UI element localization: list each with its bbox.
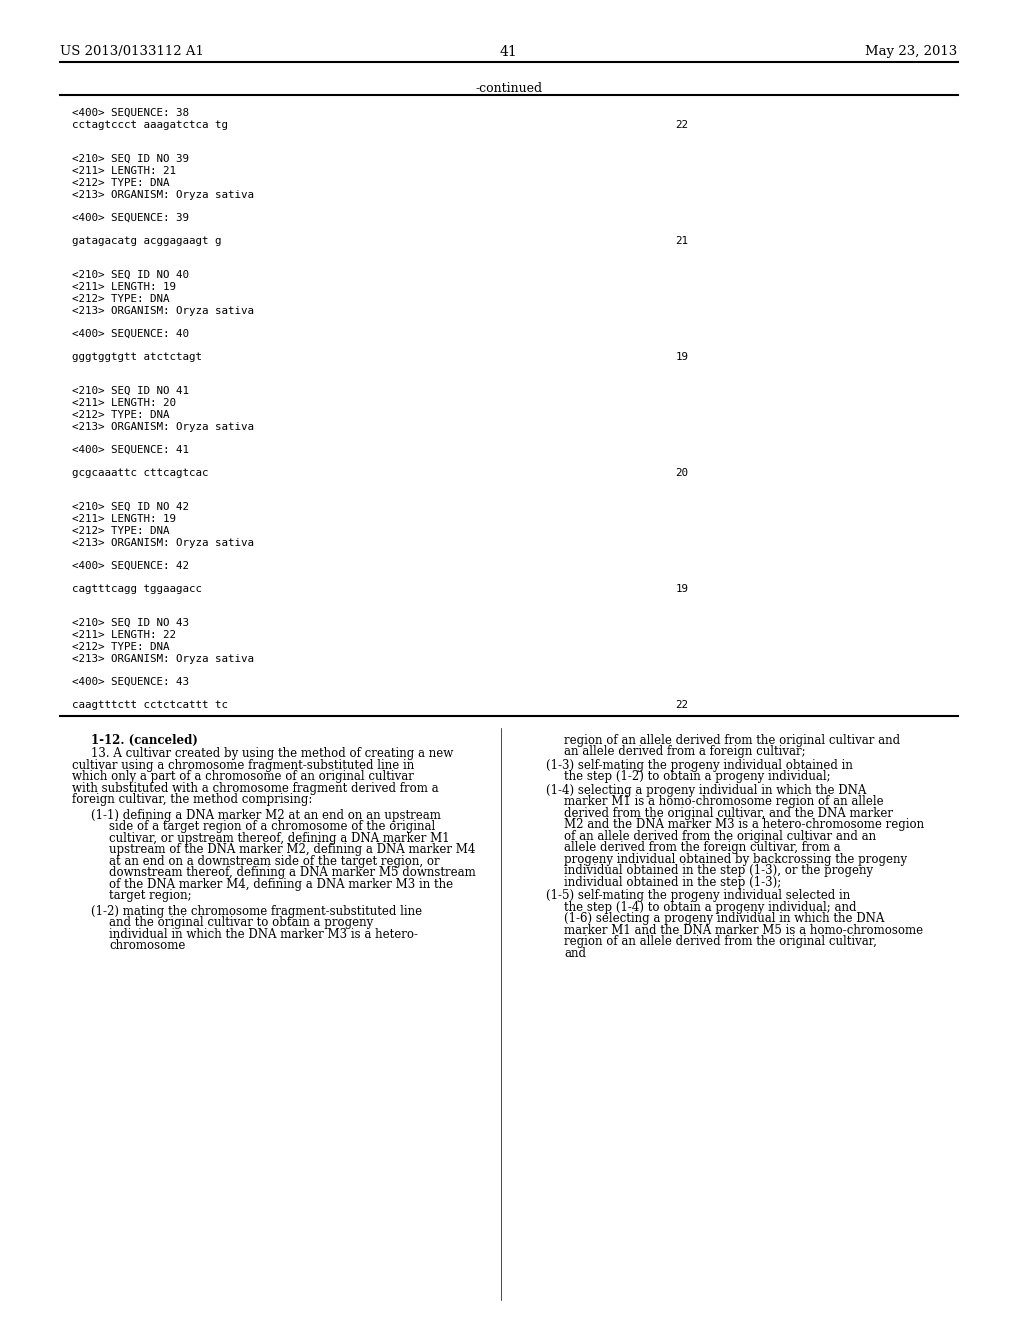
Text: -continued: -continued	[475, 82, 542, 95]
Text: (1-6) selecting a progeny individual in which the DNA: (1-6) selecting a progeny individual in …	[564, 912, 885, 925]
Text: <400> SEQUENCE: 42: <400> SEQUENCE: 42	[72, 561, 188, 572]
Text: <212> TYPE: DNA: <212> TYPE: DNA	[72, 642, 169, 652]
Text: <210> SEQ ID NO 39: <210> SEQ ID NO 39	[72, 154, 188, 164]
Text: and the original cultivar to obtain a progeny: and the original cultivar to obtain a pr…	[110, 916, 374, 929]
Text: <211> LENGTH: 21: <211> LENGTH: 21	[72, 166, 175, 176]
Text: foreign cultivar, the method comprising:: foreign cultivar, the method comprising:	[72, 793, 312, 807]
Text: cultivar using a chromosome fragment-substituted line in: cultivar using a chromosome fragment-sub…	[72, 759, 414, 772]
Text: with substituted with a chromosome fragment derived from a: with substituted with a chromosome fragm…	[72, 781, 438, 795]
Text: 22: 22	[676, 700, 688, 710]
Text: <210> SEQ ID NO 43: <210> SEQ ID NO 43	[72, 618, 188, 628]
Text: gatagacatg acggagaagt g: gatagacatg acggagaagt g	[72, 236, 221, 246]
Text: 22: 22	[676, 120, 688, 129]
Text: <211> LENGTH: 19: <211> LENGTH: 19	[72, 513, 175, 524]
Text: (1-3) self-mating the progeny individual obtained in: (1-3) self-mating the progeny individual…	[547, 759, 853, 772]
Text: (1-2) mating the chromosome fragment-substituted line: (1-2) mating the chromosome fragment-sub…	[91, 904, 423, 917]
Text: <213> ORGANISM: Oryza sativa: <213> ORGANISM: Oryza sativa	[72, 422, 254, 432]
Text: allele derived from the foreign cultivar, from a: allele derived from the foreign cultivar…	[564, 841, 841, 854]
Text: <213> ORGANISM: Oryza sativa: <213> ORGANISM: Oryza sativa	[72, 653, 254, 664]
Text: <210> SEQ ID NO 40: <210> SEQ ID NO 40	[72, 271, 188, 280]
Text: <400> SEQUENCE: 39: <400> SEQUENCE: 39	[72, 213, 188, 223]
Text: <210> SEQ ID NO 41: <210> SEQ ID NO 41	[72, 385, 188, 396]
Text: <210> SEQ ID NO 42: <210> SEQ ID NO 42	[72, 502, 188, 512]
Text: side of a target region of a chromosome of the original: side of a target region of a chromosome …	[110, 820, 435, 833]
Text: 41: 41	[500, 45, 517, 59]
Text: upstream of the DNA marker M2, defining a DNA marker M4: upstream of the DNA marker M2, defining …	[110, 843, 476, 857]
Text: (1-1) defining a DNA marker M2 at an end on an upstream: (1-1) defining a DNA marker M2 at an end…	[91, 809, 441, 822]
Text: cagtttcagg tggaagacc: cagtttcagg tggaagacc	[72, 583, 202, 594]
Text: 13. A cultivar created by using the method of creating a new: 13. A cultivar created by using the meth…	[91, 747, 454, 760]
Text: region of an allele derived from the original cultivar and: region of an allele derived from the ori…	[564, 734, 900, 747]
Text: individual obtained in the step (1-3), or the progeny: individual obtained in the step (1-3), o…	[564, 865, 873, 878]
Text: 19: 19	[676, 352, 688, 362]
Text: <400> SEQUENCE: 41: <400> SEQUENCE: 41	[72, 445, 188, 455]
Text: chromosome: chromosome	[110, 939, 185, 952]
Text: gcgcaaattc cttcagtcac: gcgcaaattc cttcagtcac	[72, 469, 208, 478]
Text: cultivar, or upstream thereof, defining a DNA marker M1: cultivar, or upstream thereof, defining …	[110, 832, 450, 845]
Text: 1-12. (canceled): 1-12. (canceled)	[91, 734, 199, 747]
Text: which only a part of a chromosome of an original cultivar: which only a part of a chromosome of an …	[72, 771, 414, 784]
Text: the step (1-2) to obtain a progeny individual;: the step (1-2) to obtain a progeny indiv…	[564, 771, 830, 784]
Text: caagtttctt cctctcattt tc: caagtttctt cctctcattt tc	[72, 700, 227, 710]
Text: cctagtccct aaagatctca tg: cctagtccct aaagatctca tg	[72, 120, 227, 129]
Text: progeny individual obtained by backcrossing the progeny: progeny individual obtained by backcross…	[564, 853, 907, 866]
Text: <212> TYPE: DNA: <212> TYPE: DNA	[72, 294, 169, 304]
Text: <213> ORGANISM: Oryza sativa: <213> ORGANISM: Oryza sativa	[72, 306, 254, 315]
Text: at an end on a downstream side of the target region, or: at an end on a downstream side of the ta…	[110, 855, 440, 867]
Text: the step (1-4) to obtain a progeny individual; and: the step (1-4) to obtain a progeny indiv…	[564, 900, 857, 913]
Text: <211> LENGTH: 22: <211> LENGTH: 22	[72, 630, 175, 640]
Text: downstream thereof, defining a DNA marker M5 downstream: downstream thereof, defining a DNA marke…	[110, 866, 476, 879]
Text: 21: 21	[676, 236, 688, 246]
Text: (1-5) self-mating the progeny individual selected in: (1-5) self-mating the progeny individual…	[547, 890, 851, 902]
Text: M2 and the DNA marker M3 is a hetero-chromosome region: M2 and the DNA marker M3 is a hetero-chr…	[564, 818, 925, 832]
Text: (1-4) selecting a progeny individual in which the DNA: (1-4) selecting a progeny individual in …	[547, 784, 866, 797]
Text: <212> TYPE: DNA: <212> TYPE: DNA	[72, 411, 169, 420]
Text: of the DNA marker M4, defining a DNA marker M3 in the: of the DNA marker M4, defining a DNA mar…	[110, 878, 454, 891]
Text: May 23, 2013: May 23, 2013	[865, 45, 957, 58]
Text: target region;: target region;	[110, 890, 191, 902]
Text: marker M1 is a homo-chromosome region of an allele: marker M1 is a homo-chromosome region of…	[564, 796, 884, 808]
Text: <212> TYPE: DNA: <212> TYPE: DNA	[72, 178, 169, 187]
Text: and: and	[564, 946, 587, 960]
Text: 19: 19	[676, 583, 688, 594]
Text: <211> LENGTH: 19: <211> LENGTH: 19	[72, 282, 175, 292]
Text: an allele derived from a foreign cultivar;: an allele derived from a foreign cultiva…	[564, 746, 806, 759]
Text: US 2013/0133112 A1: US 2013/0133112 A1	[59, 45, 204, 58]
Text: of an allele derived from the original cultivar and an: of an allele derived from the original c…	[564, 830, 877, 842]
Text: 20: 20	[676, 469, 688, 478]
Text: <213> ORGANISM: Oryza sativa: <213> ORGANISM: Oryza sativa	[72, 539, 254, 548]
Text: gggtggtgtt atctctagt: gggtggtgtt atctctagt	[72, 352, 202, 362]
Text: region of an allele derived from the original cultivar,: region of an allele derived from the ori…	[564, 935, 878, 948]
Text: individual in which the DNA marker M3 is a hetero-: individual in which the DNA marker M3 is…	[110, 928, 418, 941]
Text: derived from the original cultivar, and the DNA marker: derived from the original cultivar, and …	[564, 807, 893, 820]
Text: <211> LENGTH: 20: <211> LENGTH: 20	[72, 399, 175, 408]
Text: <400> SEQUENCE: 43: <400> SEQUENCE: 43	[72, 677, 188, 686]
Text: <400> SEQUENCE: 38: <400> SEQUENCE: 38	[72, 108, 188, 117]
Text: marker M1 and the DNA marker M5 is a homo-chromosome: marker M1 and the DNA marker M5 is a hom…	[564, 924, 924, 937]
Text: <213> ORGANISM: Oryza sativa: <213> ORGANISM: Oryza sativa	[72, 190, 254, 201]
Text: <212> TYPE: DNA: <212> TYPE: DNA	[72, 525, 169, 536]
Text: individual obtained in the step (1-3);: individual obtained in the step (1-3);	[564, 875, 781, 888]
Text: <400> SEQUENCE: 40: <400> SEQUENCE: 40	[72, 329, 188, 339]
